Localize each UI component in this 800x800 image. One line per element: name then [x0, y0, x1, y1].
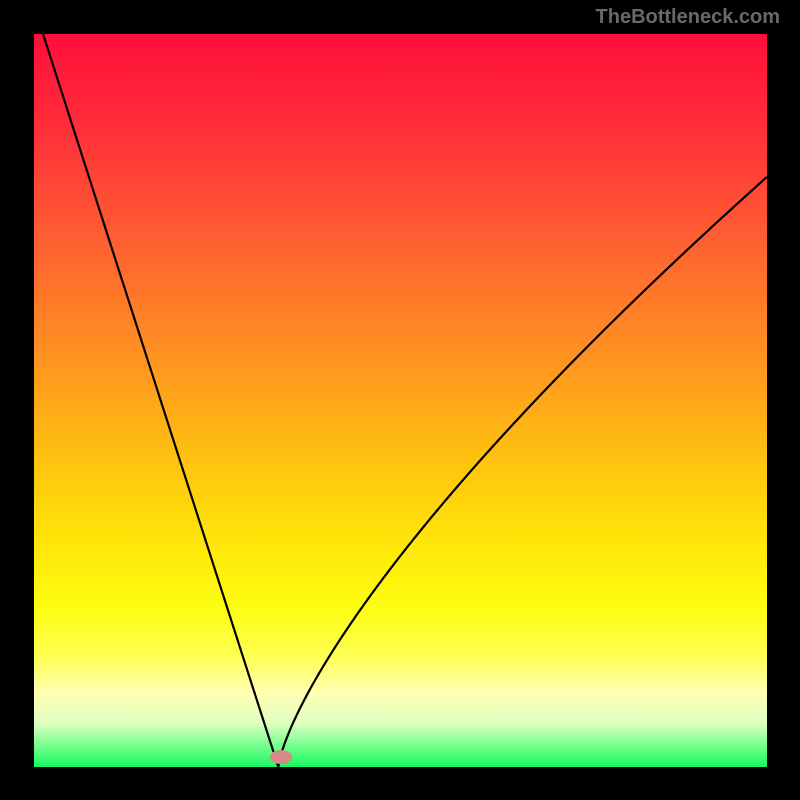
- bottleneck-curve: [34, 34, 767, 767]
- watermark-text: TheBottleneck.com: [596, 6, 780, 29]
- minimum-marker: [270, 750, 292, 764]
- plot-area: [34, 34, 767, 767]
